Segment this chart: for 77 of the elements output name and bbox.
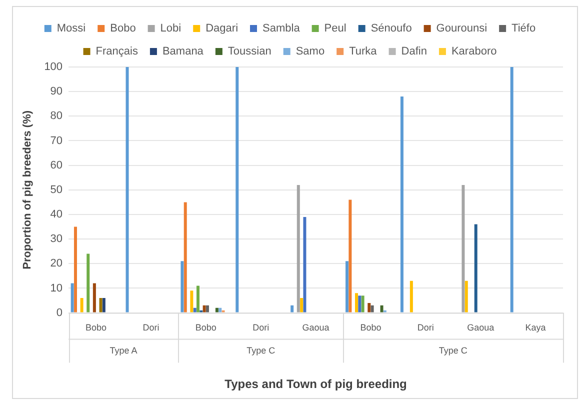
bar (380, 305, 384, 312)
bar (215, 308, 218, 312)
bar (196, 286, 200, 312)
x-tick-label: Gaoua (302, 322, 330, 333)
x-tick-label: Gaoua (467, 322, 494, 333)
bar (102, 298, 106, 312)
y-tick-label: 50 (50, 184, 63, 196)
bar (86, 254, 90, 312)
bar (92, 283, 96, 312)
legend-label: Karaboro (451, 46, 497, 58)
bar (474, 224, 478, 312)
legend-label: Peul (324, 22, 346, 35)
text: Type C (438, 345, 468, 356)
legend-label: Turka (349, 46, 378, 58)
bar (400, 96, 404, 312)
x-tick-label: Dori (142, 322, 160, 333)
legend-label: Tiéfo (512, 22, 536, 35)
y-tick-label: 100 (44, 61, 63, 74)
legend-label: Mossi (56, 22, 86, 35)
x-tick-label: Bobo (195, 322, 216, 333)
y-tick-label: 10 (50, 282, 63, 294)
y-axis-title: Proportion of pig breeders (%) (22, 110, 34, 270)
bar (218, 308, 222, 312)
legend-label: Bamana (162, 46, 204, 58)
bar (410, 280, 413, 312)
bar (290, 305, 294, 312)
legend-label: Gourounsi (436, 22, 488, 35)
legend-label: Sambla (262, 22, 301, 35)
bar (126, 67, 129, 312)
bar (358, 296, 362, 312)
legend-label: Français (96, 46, 138, 58)
y-tick-label: 90 (50, 86, 63, 98)
bar (202, 305, 206, 312)
legend-label: Toussian (228, 46, 272, 58)
bar (296, 184, 300, 312)
bar (368, 302, 371, 312)
text: Type C (246, 345, 276, 356)
x-tick-label: Bobo (360, 322, 382, 333)
bar (74, 226, 77, 312)
legend-label: Dagari (206, 22, 238, 35)
bar (80, 298, 84, 312)
x-tick-label: Dori (417, 322, 434, 333)
y-tick-label: 80 (50, 110, 63, 122)
x-axis-title: Types and Town of pig breeding (224, 377, 407, 392)
y-tick-label: 40 (50, 208, 63, 221)
x-tick-label: Bobo (86, 322, 107, 333)
bar (464, 280, 468, 312)
x-tick-label: Dori (252, 322, 270, 333)
bar (190, 290, 194, 312)
y-tick-label: 20 (50, 258, 63, 270)
bar (70, 283, 74, 312)
legend-label: Dafin (401, 46, 427, 58)
legend-label: Sénoufo (370, 22, 412, 35)
legend-label: Bobo (110, 22, 136, 35)
bar (361, 296, 364, 312)
bar (346, 261, 349, 312)
bar (510, 67, 514, 312)
legend-label: Samo (296, 46, 325, 58)
text: Type A (110, 345, 138, 356)
bar (184, 202, 187, 312)
bar (193, 308, 196, 312)
x-tick-label: Kaya (525, 322, 546, 333)
y-tick-label: 60 (50, 159, 63, 172)
bar (355, 293, 358, 312)
bar (370, 305, 374, 312)
bar (303, 216, 306, 312)
bar (462, 184, 465, 312)
bar (300, 298, 304, 312)
bar (348, 200, 352, 312)
bar (180, 261, 184, 312)
y-tick-label: 0 (56, 306, 63, 319)
bar (99, 298, 102, 312)
bar (236, 67, 239, 312)
legend-label: Lobi (160, 22, 182, 35)
y-tick-label: 30 (50, 233, 63, 246)
bar (206, 305, 209, 312)
y-tick-label: 70 (50, 134, 63, 147)
